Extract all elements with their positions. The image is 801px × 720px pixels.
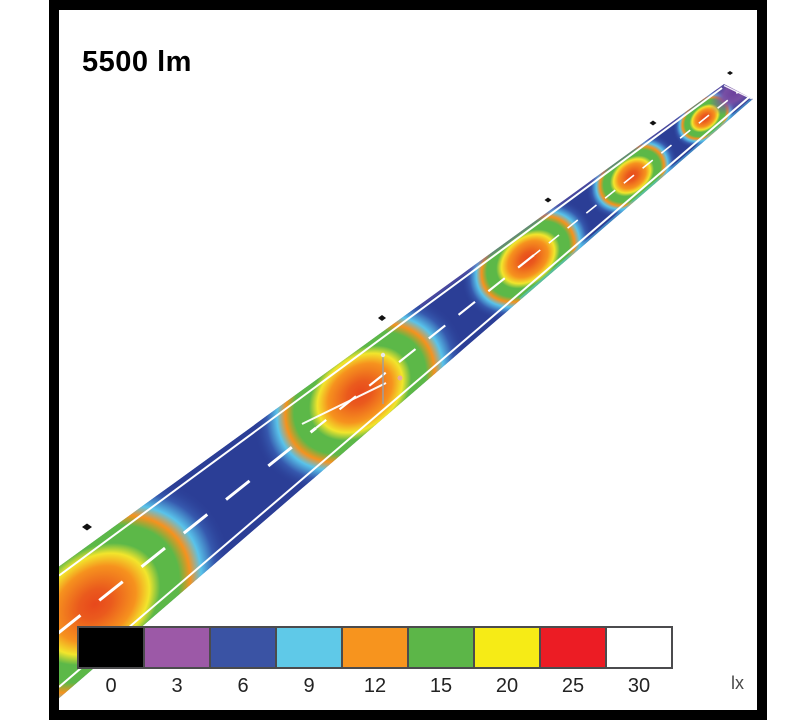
legend-value-label: 9 (303, 675, 315, 697)
road-edge-line-lower (59, 95, 751, 688)
legend-entry: 6 (209, 626, 277, 696)
road-edge-line-upper (59, 87, 723, 577)
legend-value-label: 25 (561, 675, 585, 697)
legend-entry: 30 (605, 626, 673, 696)
plot-frame: 5500 lm 0 3 6 9 12 (49, 0, 767, 720)
legend-swatch (209, 626, 277, 669)
legend-value-label: 0 (105, 675, 117, 697)
luminaire-symbol-1 (82, 523, 92, 531)
lower-shoulder-tint (519, 99, 752, 300)
legend-unit-label: lx (731, 673, 744, 693)
luminaire-symbol-5 (727, 71, 733, 75)
legend-swatch (539, 626, 607, 669)
legend-value-label: 3 (171, 675, 183, 697)
luminaire-symbol-4 (649, 120, 657, 126)
centre-line-near (59, 426, 317, 636)
luminaire-symbol-3 (544, 197, 552, 203)
legend-entry: 9 (275, 626, 343, 696)
legend-swatch (473, 626, 541, 669)
pole-top-dot (380, 352, 386, 358)
upper-shoulder-tint (419, 84, 723, 308)
legend-entry: 20 (473, 626, 541, 696)
legend-entry: 0 (77, 626, 145, 696)
legend-entry: 15 (407, 626, 475, 696)
road-end-purple-fade (709, 84, 753, 115)
cross-section-line (301, 382, 387, 425)
legend-value-label: 12 (363, 675, 387, 697)
legend-swatch (407, 626, 475, 669)
legend-value-label: 15 (429, 675, 453, 697)
legend-entry: 25 (539, 626, 607, 696)
legend-value-label: 30 (627, 675, 651, 697)
centre-line-far (533, 91, 739, 256)
pink-marker-dot (397, 375, 403, 381)
road-surface (59, 84, 753, 700)
legend-value-label: 6 (237, 675, 249, 697)
luminaire-symbol-2 (378, 315, 386, 321)
legend-entry: 3 (143, 626, 211, 696)
legend-swatch (341, 626, 409, 669)
legend-value-label: 20 (495, 675, 519, 697)
legend-swatch (275, 626, 343, 669)
road-illuminance-map (59, 71, 753, 700)
legend-swatch (605, 626, 673, 669)
legend-swatch (143, 626, 211, 669)
plot-title: 5500 lm (82, 46, 192, 78)
color-scale-legend: 0 3 6 9 12 15 (77, 626, 673, 696)
legend-entry: 12 (341, 626, 409, 696)
legend-swatch (77, 626, 145, 669)
